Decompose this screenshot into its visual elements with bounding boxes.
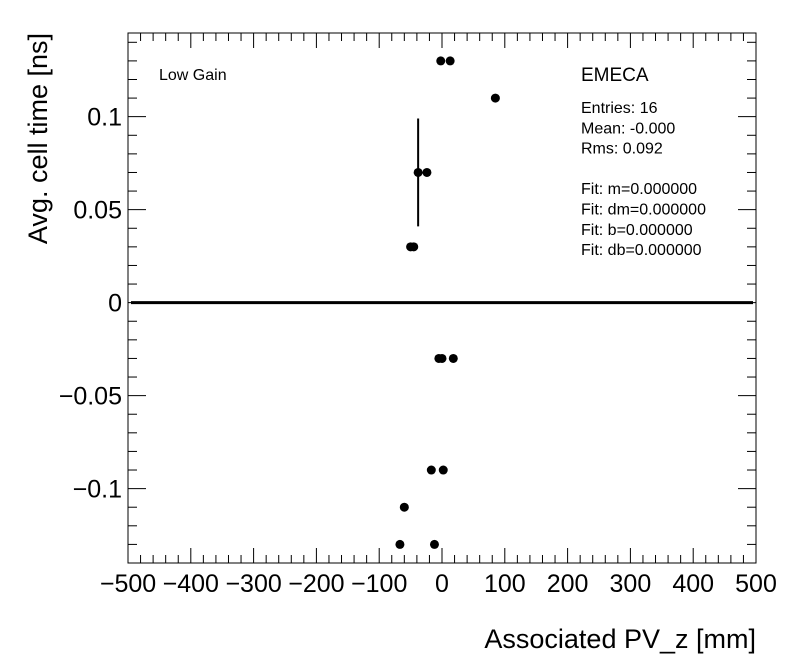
region-label: EMECA [581,65,649,86]
plot-frame [127,32,757,564]
data-point [437,353,447,363]
y-tick-labels: −0.1 −0.05 0 0.05 0.1 [59,104,122,504]
y-tick-label: 0 [108,290,122,318]
data-point [399,502,409,512]
data-point [409,242,419,252]
data-point [413,167,423,177]
stats-box: Entries: 16 Mean: -0.000 Rms: 0.092 Fit: m=… [581,100,706,259]
x-tick-label: −500 [100,570,156,598]
data-point [426,465,436,475]
axis-ticks [127,33,757,564]
x-tick-label: 200 [547,570,589,598]
y-tick-label: −0.05 [59,383,122,411]
stats-line: Fit: b=0.000000 [581,222,693,239]
y-axis-title: Avg. cell time [ns] [23,33,53,244]
data-point [438,465,448,475]
data-point [429,539,439,549]
data-point [490,93,500,103]
x-tick-label: −200 [288,570,344,598]
x-tick-label: 500 [735,570,777,598]
x-tick-label: −300 [225,570,281,598]
x-tick-label: −400 [163,570,219,598]
y-tick-label: 0.05 [73,197,122,225]
stats-line: Fit: db=0.000000 [581,242,702,259]
stats-line: Mean: -0.000 [581,120,675,137]
x-tick-labels: −500 −400 −300 −200 −100 0 100 200 300 400 500 [100,570,777,598]
stats-line: Rms: 0.092 [581,141,663,158]
data-point [448,353,458,363]
data-points [395,56,500,549]
data-point [445,56,455,66]
data-point [436,56,446,66]
stats-line: Fit: dm=0.000000 [581,202,706,219]
gain-label: Low Gain [159,67,227,84]
x-axis-title: Associated PV_z [mm] [484,624,756,654]
y-tick-label: 0.1 [87,104,122,132]
x-tick-label: −100 [351,570,407,598]
x-tick-label: 100 [484,570,526,598]
x-tick-label: 300 [610,570,652,598]
data-point [395,539,405,549]
data-point [422,167,432,177]
stats-line: Fit: m=0.000000 [581,181,697,198]
y-tick-label: −0.1 [73,476,122,504]
stats-line: Entries: 16 [581,100,658,117]
x-tick-label: 0 [435,570,449,598]
x-tick-label: 400 [672,570,714,598]
